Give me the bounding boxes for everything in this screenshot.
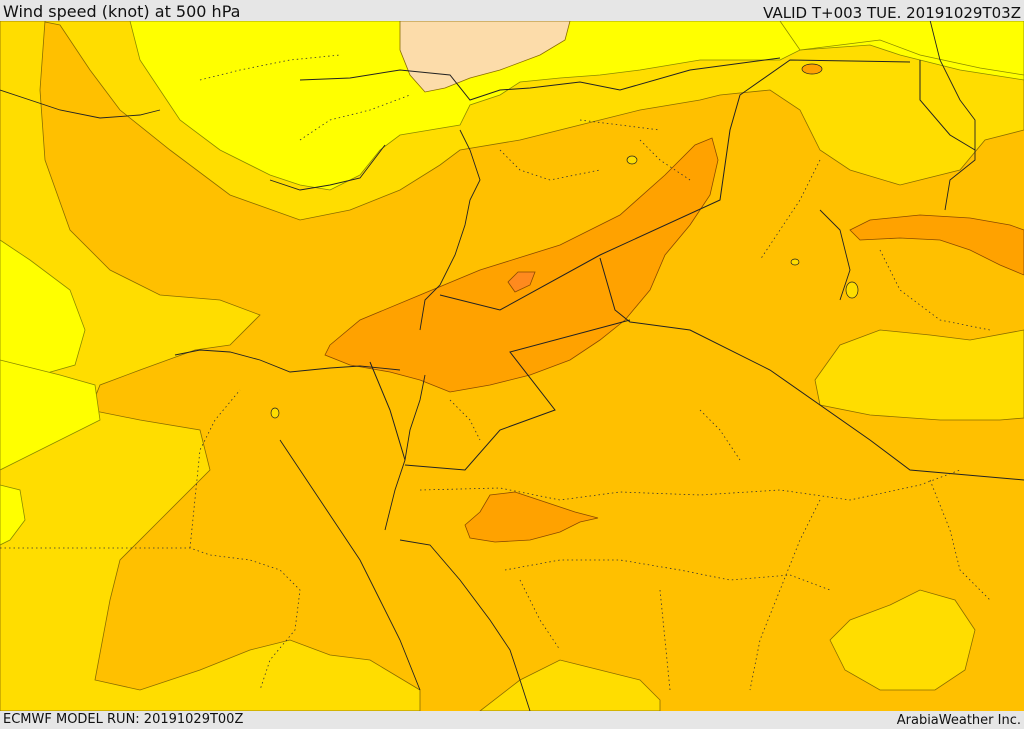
lakes-and-islands [270,63,859,419]
orange-region-east-band [849,214,1024,276]
valid-time: VALID T+003 TUE. 20191029T03Z [763,4,1021,22]
map-canvas [0,21,1024,711]
orange-region-south-blob [464,491,599,543]
gold-region-west-coast [0,21,421,711]
admin-boundaries [0,54,991,691]
yellow-region-northeast [779,21,1024,76]
gold-region-southeast [479,659,661,711]
credit-label: ArabiaWeather Inc. [896,713,1021,728]
model-run-label: ECMWF MODEL RUN: 20191029T00Z [3,712,244,727]
yellow-region-north [129,21,1024,191]
coastline-lines [0,21,976,711]
gold-region-far-southeast [829,589,976,691]
dark-orange-patch [507,271,536,293]
orange-region-central-band [324,137,719,393]
yellow-region-southwest-tip [0,484,26,546]
map-footer: ECMWF MODEL RUN: 20191029T00Z ArabiaWeat… [0,711,1024,729]
wind-speed-map [0,21,1024,711]
yellow-region-west-strip [0,359,101,471]
map-title: Wind speed (knot) at 500 hPa [3,2,241,21]
gold-region-east [814,329,1024,421]
map-header: Wind speed (knot) at 500 hPa VALID T+003… [0,0,1024,22]
border-lines [299,57,1024,481]
